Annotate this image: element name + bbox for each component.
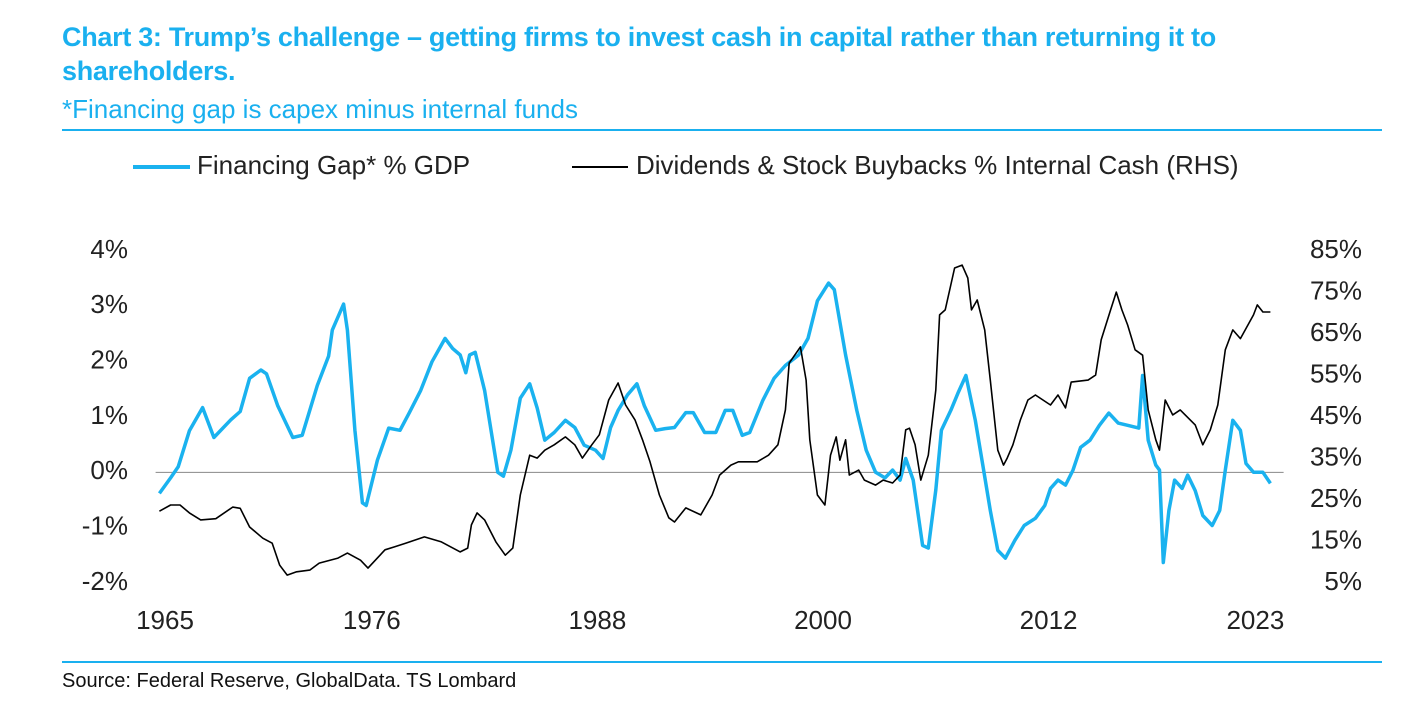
y-tick-label: -2%: [82, 566, 128, 596]
legend-label: Financing Gap* % GDP: [197, 150, 470, 180]
y-tick-label: 1%: [90, 400, 128, 430]
y2-tick-label: 75%: [1310, 275, 1362, 305]
data-line: [157, 281, 1272, 565]
y2-tick-label: 55%: [1310, 358, 1362, 388]
y-tick-label: 3%: [90, 289, 128, 319]
y2-tick-label: 45%: [1310, 400, 1362, 430]
legend-label: Dividends & Stock Buybacks % Internal Ca…: [636, 150, 1239, 180]
y2-tick-label: 65%: [1310, 317, 1362, 347]
chart-title: Chart 3: Trump’s challenge – getting fir…: [62, 22, 1216, 86]
y-tick-label: 2%: [90, 345, 128, 375]
y2-tick-label: 15%: [1310, 524, 1362, 554]
y2-tick-label: 35%: [1310, 441, 1362, 471]
y2-tick-label: 25%: [1310, 483, 1362, 513]
y-tick-label: 0%: [90, 455, 128, 485]
x-tick-label: 1976: [343, 605, 401, 635]
data-line: [159, 264, 1271, 576]
x-tick-label: 2000: [794, 605, 852, 635]
y-tick-label: -1%: [82, 511, 128, 541]
x-tick-label: 1965: [136, 605, 194, 635]
y2-tick-label: 5%: [1324, 566, 1362, 596]
x-tick-label: 2023: [1226, 605, 1284, 635]
x-tick-label: 2012: [1020, 605, 1078, 635]
x-tick-label: 1988: [568, 605, 626, 635]
y2-tick-label: 85%: [1310, 234, 1362, 264]
y-tick-label: 4%: [90, 234, 128, 264]
chart-subtitle: *Financing gap is capex minus internal f…: [62, 94, 578, 124]
source-note: Source: Federal Reserve, GlobalData. TS …: [62, 670, 517, 692]
